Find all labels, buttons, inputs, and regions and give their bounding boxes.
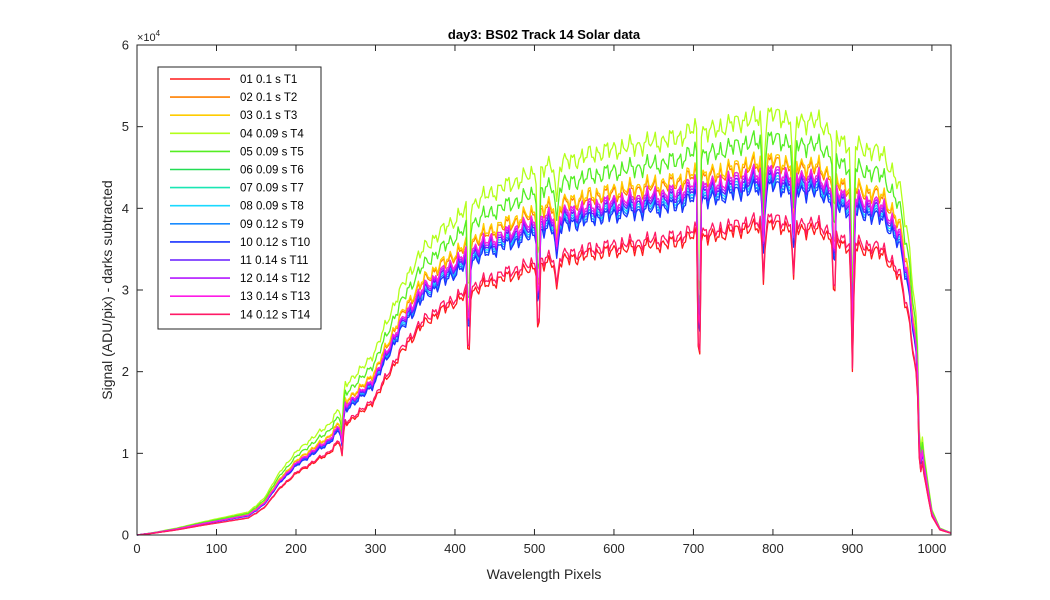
- x-tick-label: 0: [133, 541, 140, 556]
- legend-label: 07 0.09 s T7: [240, 183, 304, 195]
- legend-box: [157, 66, 322, 330]
- series-line-3: [136, 151, 952, 536]
- x-tick-label: 100: [206, 541, 228, 556]
- y-exponent-base: ×10: [137, 32, 156, 44]
- series-line-4: [136, 105, 952, 536]
- legend-label: 09 0.12 s T9: [240, 219, 304, 231]
- x-tick-label: 500: [524, 541, 546, 556]
- y-tick-label: 1: [122, 446, 129, 461]
- y-axis: 0 1 2 3 4 5 6: [122, 38, 951, 543]
- y-exponent-power: 4: [156, 29, 161, 38]
- y-tick-label: 6: [122, 38, 129, 53]
- legend-label: 01 0.1 s T1: [240, 74, 297, 86]
- y-tick-label: 0: [122, 528, 129, 543]
- series-line-5: [136, 130, 952, 536]
- y-axis-label: Signal (ADU/pix) - darks subtracted: [99, 180, 115, 399]
- y-tick-label: 4: [122, 201, 129, 216]
- legend-label: 13 0.14 s T13: [240, 291, 310, 303]
- legend-label: 04 0.09 s T4: [240, 128, 304, 140]
- legend-label: 08 0.09 s T8: [240, 201, 304, 213]
- x-tick-label: 400: [444, 541, 466, 556]
- legend-label: 10 0.12 s T10: [240, 237, 310, 249]
- legend-label: 05 0.09 s T5: [240, 146, 304, 158]
- y-tick-label: 2: [122, 364, 129, 379]
- y-tick-label: 5: [122, 119, 129, 134]
- x-tick-label: 900: [842, 541, 864, 556]
- series-line-10: [136, 178, 952, 536]
- legend-label: 03 0.1 s T3: [240, 110, 297, 122]
- series-line-13: [136, 163, 952, 536]
- legend-label: 02 0.1 s T2: [240, 92, 297, 104]
- series-layer: [136, 105, 952, 536]
- legend-items: 01 0.1 s T1 02 0.1 s T2 03 0.1 s T3 04 0.09…: [170, 74, 311, 321]
- legend-label: 06 0.09 s T6: [240, 165, 304, 177]
- y-exponent: ×104: [137, 29, 161, 44]
- legend-label: 14 0.12 s T14: [240, 309, 311, 321]
- x-axis-label: Wavelength Pixels: [487, 566, 602, 582]
- x-tick-label: 300: [365, 541, 387, 556]
- series-line-14: [136, 212, 952, 536]
- x-axis: 0 100 200 300 400 500 600 700 800 900 1000: [133, 45, 946, 556]
- x-tick-label: 200: [285, 541, 307, 556]
- y-tick-label: 3: [122, 283, 129, 298]
- chart-title: day3: BS02 Track 14 Solar data: [448, 27, 641, 42]
- legend-label: 11 0.14 s T11: [240, 255, 308, 267]
- x-tick-label: 600: [603, 541, 625, 556]
- x-tick-label: 800: [762, 541, 784, 556]
- x-tick-label: 700: [683, 541, 705, 556]
- legend-label: 12 0.14 s T12: [240, 273, 310, 285]
- legend: 01 0.1 s T1 02 0.1 s T2 03 0.1 s T3 04 0.09…: [157, 66, 322, 330]
- x-tick-label: 1000: [917, 541, 946, 556]
